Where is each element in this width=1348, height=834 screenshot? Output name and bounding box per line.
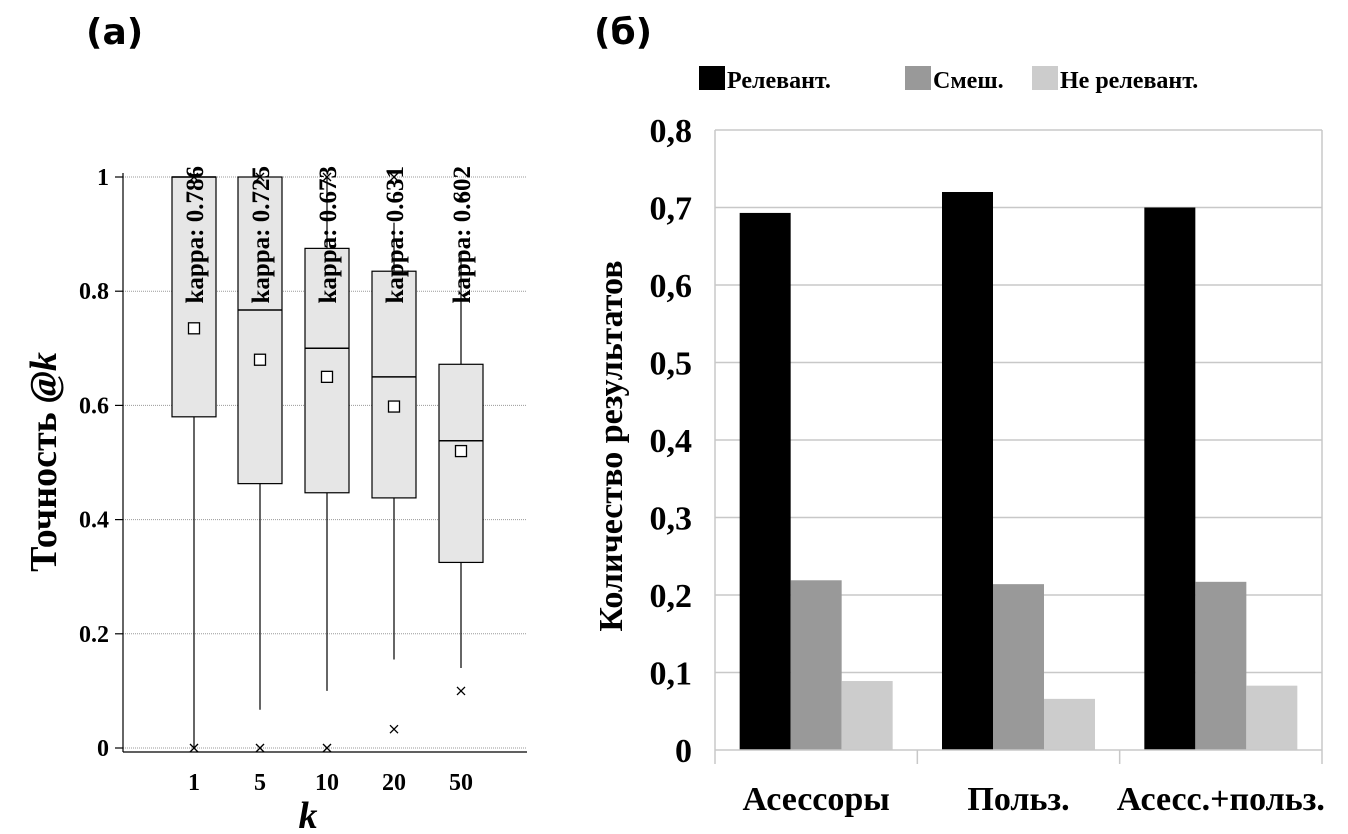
panel-b-label: (б) <box>594 12 652 53</box>
boxplot-outlier-marker <box>189 743 199 753</box>
boxplot-mean-marker <box>387 400 401 413</box>
boxplot-y-tick-label: 0.8 <box>79 279 109 305</box>
boxplot-box <box>371 270 417 499</box>
boxplot-chart: 0 0.2 0.4 0.6 0.8 1 1 kappa: 0.786 5 kappa: 0.725… <box>23 165 527 834</box>
boxplot-outlier-marker <box>389 724 399 734</box>
boxplot-outlier-stroke <box>456 686 466 696</box>
bar-chart-y-tick-label: 0,5 <box>650 346 693 383</box>
boxplot-outlier-marker <box>322 743 332 753</box>
bar-chart-y-tick-label: 0 <box>675 733 692 770</box>
legend-label: Не релевант. <box>1060 68 1198 94</box>
boxplot-outlier-stroke <box>322 743 332 753</box>
boxplot-kappa-label: kappa: 0.786 <box>182 166 209 304</box>
bar-chart-bar <box>1246 685 1298 750</box>
bar-chart-bar <box>790 580 842 750</box>
boxplot-x-tick-label: 20 <box>382 770 406 796</box>
bar-chart-y-tick-label: 0,8 <box>650 113 693 150</box>
bar-chart-y-tick-label: 0,1 <box>650 656 693 693</box>
boxplot-y-axis-label-main: Точность <box>23 403 65 572</box>
legend-label: Релевант. <box>727 68 831 94</box>
boxplot-outlier-marker <box>255 743 265 753</box>
bar-chart-axes: 0 0,1 0,2 0,3 0,4 0,5 0,6 0,7 0,8 Асессоры Польз. А… <box>650 113 1325 818</box>
bar-chart-x-tick-label: Польз. <box>967 781 1069 818</box>
bar-chart-bar <box>1195 581 1247 750</box>
boxplot-outlier-stroke <box>456 192 466 202</box>
boxplot-mean-marker <box>454 444 468 458</box>
boxplot-x-tick-label: 5 <box>254 770 266 796</box>
boxplot-y-tick-label: 0.6 <box>79 393 109 419</box>
boxplot-box-group <box>304 172 350 753</box>
boxplot-kappa-label: kappa: 0.631 <box>382 166 409 304</box>
boxplot-mean-marker <box>253 353 267 366</box>
boxplot-box <box>438 363 484 564</box>
bar-chart-x-tick-label: Асессоры <box>742 781 889 818</box>
bar-chart-y-tick-label: 0,7 <box>650 191 693 228</box>
boxplot-outlier-marker <box>389 172 399 182</box>
boxplot-box-group <box>237 172 283 753</box>
bar-chart-bar <box>942 192 993 750</box>
bar-chart: 0 0,1 0,2 0,3 0,4 0,5 0,6 0,7 0,8 Асессоры Польз. А… <box>593 66 1325 818</box>
bar-chart-bar <box>841 681 893 750</box>
boxplot-x-axis-label: k <box>299 795 318 834</box>
boxplot-mean-marker <box>320 370 334 384</box>
boxplot-kappa-label: kappa: 0.673 <box>315 166 342 304</box>
bar-chart-bar <box>1044 698 1095 750</box>
boxplot-boxes <box>171 172 484 753</box>
boxplot-outlier-stroke <box>189 743 199 753</box>
boxplot-outlier-marker <box>255 172 265 182</box>
boxplot-kappa-label: kappa: 0.725 <box>248 166 275 304</box>
boxplot-outlier-marker <box>456 686 466 696</box>
boxplot-box <box>304 247 350 494</box>
panel-a-label: (а) <box>86 12 143 53</box>
bar-chart-bar <box>739 212 791 751</box>
boxplot-outlier-stroke <box>322 172 332 182</box>
bar-chart-y-tick-label: 0,3 <box>650 501 693 538</box>
boxplot-y-tick-label: 1 <box>97 165 109 191</box>
bar-chart-legend: Релевант. Смеш. Не релевант. <box>699 66 1198 94</box>
boxplot-outlier-marker <box>456 192 466 202</box>
boxplot-outlier-stroke <box>389 724 399 734</box>
boxplot-y-tick-label: 0.2 <box>79 622 109 648</box>
bar-chart-bars <box>739 192 1298 751</box>
boxplot-outlier-stroke <box>255 743 265 753</box>
boxplot-box <box>171 176 217 418</box>
boxplot-x-tick-label: 10 <box>315 770 339 796</box>
bar-chart-x-tick-label: Асесс.+польз. <box>1117 781 1325 818</box>
boxplot-x-tick-label: 50 <box>449 770 473 796</box>
bar-chart-bar <box>1144 207 1196 750</box>
boxplot-y-axis-label: Точность @k <box>23 352 65 572</box>
boxplot-y-tick-label: 0 <box>97 736 109 762</box>
boxplot-outlier-stroke <box>389 172 399 182</box>
bar-chart-y-axis-label: Количество результатов <box>593 260 630 631</box>
boxplot-labels: 0 0.2 0.4 0.6 0.8 1 1 kappa: 0.786 5 kappa: 0.725… <box>79 165 476 796</box>
boxplot-box-group <box>438 192 484 696</box>
bar-chart-y-tick-label: 0,4 <box>650 423 693 460</box>
legend-swatch <box>905 66 931 90</box>
boxplot-box-group <box>171 172 217 753</box>
bar-chart-y-tick-label: 0,2 <box>650 578 693 615</box>
boxplot-y-tick-label: 0.4 <box>79 508 109 534</box>
boxplot-outlier-stroke <box>189 172 199 182</box>
boxplot-outlier-marker <box>189 172 199 182</box>
boxplot-outlier-marker <box>322 172 332 182</box>
boxplot-x-tick-label: 1 <box>188 770 200 796</box>
boxplot-kappa-label: kappa: 0.602 <box>449 166 476 304</box>
legend-swatch <box>1032 66 1058 90</box>
boxplot-mean-marker <box>187 322 201 335</box>
legend-label: Смеш. <box>933 68 1004 94</box>
boxplot-outlier-stroke <box>255 172 265 182</box>
boxplot-y-axis-label-italic: @k <box>23 352 65 403</box>
bar-chart-bar <box>993 584 1044 750</box>
bar-chart-y-tick-label: 0,6 <box>650 268 693 305</box>
legend-swatch <box>699 66 725 90</box>
boxplot-box-group <box>371 172 417 734</box>
